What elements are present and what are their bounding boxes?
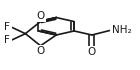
Text: O: O <box>88 47 96 57</box>
Text: F: F <box>4 35 10 45</box>
Text: O: O <box>36 11 45 21</box>
Text: F: F <box>4 22 10 32</box>
Text: NH₂: NH₂ <box>112 25 131 35</box>
Text: O: O <box>36 46 45 56</box>
